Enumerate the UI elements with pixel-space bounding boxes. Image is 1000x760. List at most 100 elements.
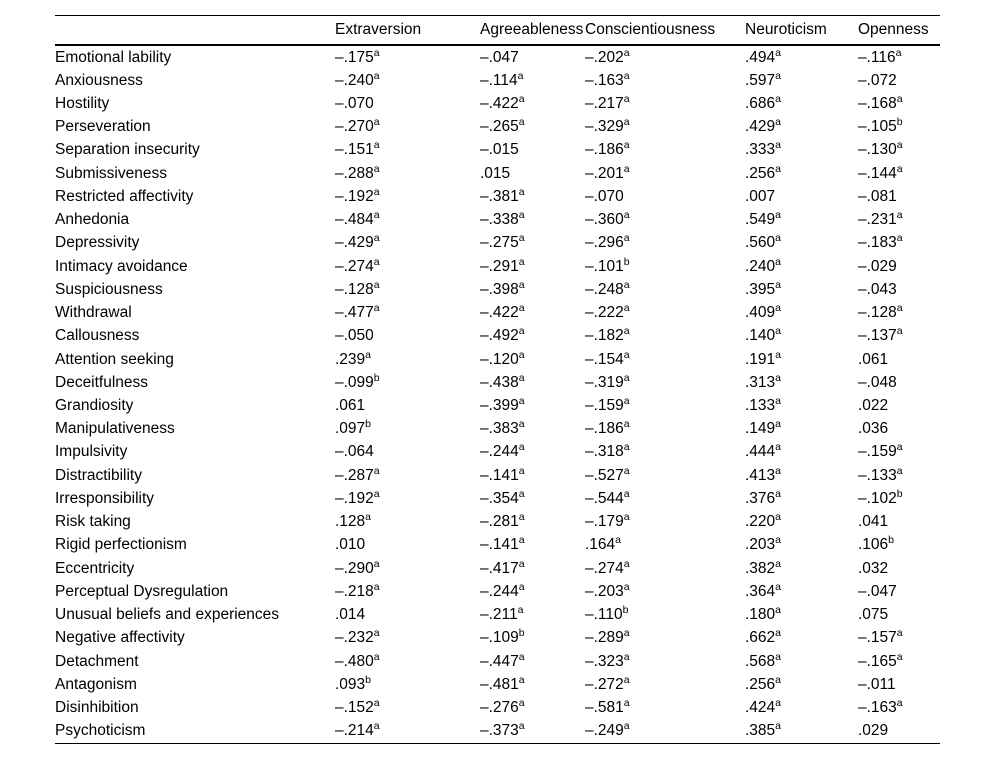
correlation-cell: –.168a [858, 92, 940, 115]
correlation-cell: .382a [745, 557, 858, 580]
correlation-value: –.201 [585, 164, 624, 182]
significance-superscript: a [775, 69, 782, 82]
significance-superscript: a [518, 325, 525, 338]
table-row-antagonism: Antagonism .093b –.481a –.272a .256a –.011 [55, 673, 940, 696]
row-label: Detachment [55, 652, 139, 670]
row-label: Grandiosity [55, 397, 134, 415]
correlation-value: –.296 [585, 234, 624, 252]
significance-superscript: b [896, 487, 903, 500]
correlation-value: –.240 [335, 71, 374, 89]
correlation-cell: –.192a [335, 185, 480, 208]
correlation-cell: –.179a [585, 510, 745, 533]
correlation-cell: –.099b [335, 371, 480, 394]
table-row-risk-taking: Risk taking .128a –.281a –.179a .220a .041 [55, 510, 940, 533]
row-label: Deceitfulness [55, 373, 149, 391]
correlation-cell: –.114a [480, 69, 585, 92]
column-header-openness: Openness [858, 15, 940, 46]
significance-superscript: a [775, 162, 782, 175]
table-row-withdrawal: Withdrawal –.477a –.422a –.222a .409a –.128a [55, 301, 940, 324]
correlation-cell: –.265a [480, 115, 585, 138]
correlation-value: .220 [745, 513, 776, 531]
correlation-cell: –.240a [335, 69, 480, 92]
correlation-cell: .560a [745, 231, 858, 254]
significance-superscript: a [775, 696, 782, 709]
correlation-cell: .036 [858, 417, 940, 440]
significance-superscript: a [517, 69, 524, 82]
row-label: Intimacy avoidance [55, 257, 188, 275]
correlation-cell: –.102b [858, 487, 940, 510]
correlation-value: –.581 [585, 699, 624, 717]
correlation-value: .180 [745, 606, 776, 624]
table-row-anhedonia: Anhedonia –.484a –.338a –.360a .549a –.231a [55, 208, 940, 231]
significance-superscript: a [623, 232, 630, 245]
correlation-value: –.183 [858, 234, 897, 252]
significance-superscript: a [623, 418, 630, 431]
correlation-cell: –.047 [480, 45, 585, 69]
correlation-cell: –.274a [335, 255, 480, 278]
significance-superscript: a [623, 46, 630, 59]
significance-superscript: a [775, 603, 782, 616]
correlation-cell: .191a [745, 348, 858, 371]
row-label: Perseveration [55, 118, 151, 136]
correlation-cell: –.110b [585, 603, 745, 626]
correlation-value: .560 [745, 234, 776, 252]
significance-superscript: b [365, 418, 372, 431]
correlation-value: –.116 [858, 48, 896, 66]
correlation-value: –.128 [335, 280, 374, 298]
correlation-cell: –.183a [858, 231, 940, 254]
correlation-value: .191 [745, 350, 776, 368]
correlation-value: .140 [745, 327, 776, 345]
significance-superscript: a [775, 278, 782, 291]
correlation-value: –.175 [335, 48, 374, 66]
correlation-value: –.323 [585, 652, 624, 670]
table-row-perseveration: Perseveration –.270a –.265a –.329a .429a –.10… [55, 115, 940, 138]
correlation-value: –.438 [480, 373, 519, 391]
correlation-value: –.186 [585, 420, 624, 438]
correlation-value: –.159 [585, 397, 624, 415]
correlation-value: .007 [745, 187, 776, 205]
significance-superscript: a [373, 278, 380, 291]
row-label: Perceptual Dysregulation [55, 582, 229, 600]
significance-superscript: a [518, 464, 525, 477]
correlation-value: –.477 [335, 304, 374, 322]
correlation-value: –.182 [585, 327, 624, 345]
correlation-value: –.232 [335, 629, 374, 647]
significance-superscript: a [373, 650, 380, 663]
significance-superscript: a [623, 557, 630, 570]
significance-superscript: a [623, 348, 630, 361]
significance-superscript: a [775, 208, 782, 221]
significance-superscript: a [775, 348, 782, 361]
correlation-value: –.029 [858, 257, 897, 275]
correlation-cell: –.544a [585, 487, 745, 510]
correlation-value: –.099 [335, 373, 374, 391]
significance-superscript: a [373, 627, 380, 640]
significance-superscript: a [518, 487, 525, 500]
correlation-cell: .239a [335, 348, 480, 371]
correlation-cell: –.163a [585, 69, 745, 92]
correlation-cell: .256a [745, 162, 858, 185]
table-row-separation-insecurity: Separation insecurity –.151a –.015 –.186a .3… [55, 138, 940, 161]
significance-superscript: a [518, 696, 525, 709]
correlation-cell: –.422a [480, 92, 585, 115]
correlation-value: .313 [745, 373, 776, 391]
correlation-value: –.154 [585, 350, 624, 368]
significance-superscript: a [518, 673, 525, 686]
correlation-cell: –.492a [480, 324, 585, 347]
correlation-value: –.275 [480, 234, 519, 252]
correlation-cell: –.070 [335, 92, 480, 115]
correlation-value: –.109 [480, 629, 519, 647]
correlation-value: –.319 [585, 373, 624, 391]
correlation-cell: –.128a [858, 301, 940, 324]
significance-superscript: a [623, 511, 630, 524]
correlation-cell: –.047 [858, 580, 940, 603]
correlation-cell: –.480a [335, 650, 480, 673]
correlation-cell: –.399a [480, 394, 585, 417]
correlation-cell: –.175a [335, 45, 480, 69]
correlation-cell: .075 [858, 603, 940, 626]
significance-superscript: b [622, 603, 629, 616]
correlation-value: –.222 [585, 304, 624, 322]
table-row-unusual-beliefs-and-experiences: Unusual beliefs and experiences .014 –.211… [55, 603, 940, 626]
significance-superscript: a [623, 325, 630, 338]
correlation-cell: –.165a [858, 650, 940, 673]
correlation-value: –.163 [585, 71, 624, 89]
